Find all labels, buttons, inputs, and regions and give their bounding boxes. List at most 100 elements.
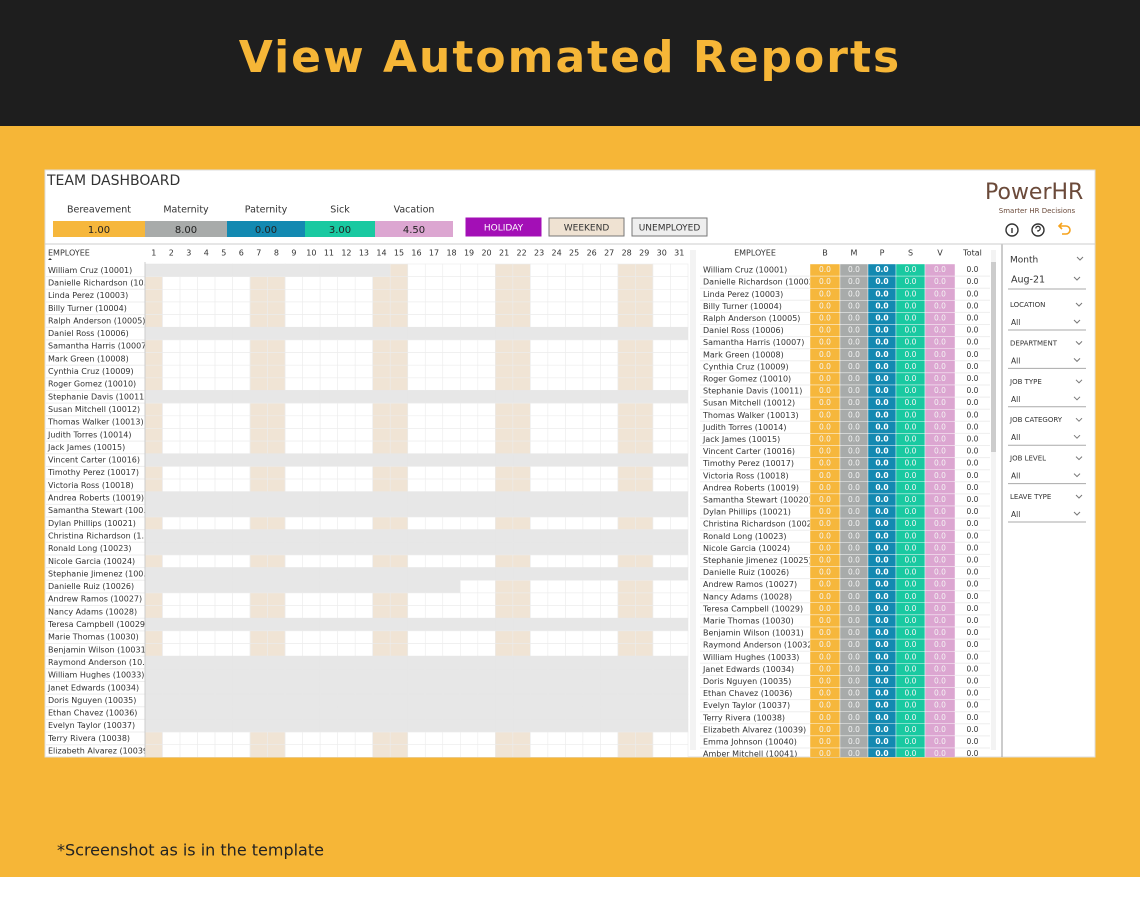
day-cell	[565, 731, 584, 745]
day-cell	[670, 314, 689, 328]
summary-value: 0.0	[934, 616, 946, 625]
chevron[interactable]	[1075, 417, 1083, 422]
day-cell	[512, 655, 531, 670]
day-cell	[144, 415, 163, 429]
day-cell	[477, 681, 496, 695]
day-cell	[302, 630, 321, 644]
day-cell	[617, 731, 636, 745]
day-cell	[495, 263, 514, 277]
day-cell	[652, 440, 671, 455]
day-header: 16	[411, 249, 421, 258]
day-cell	[249, 466, 268, 480]
day-cell	[424, 605, 444, 619]
day-cell	[407, 288, 426, 303]
day-cell	[214, 453, 233, 467]
filter-value[interactable]: All	[1011, 472, 1020, 481]
day-cell	[389, 630, 409, 644]
chevron[interactable]	[1073, 511, 1081, 516]
day-cell	[249, 263, 268, 277]
day-cell	[354, 288, 374, 303]
day-cell	[162, 276, 181, 290]
dashboard-title: TEAM DASHBOARD	[46, 173, 180, 189]
day-cell	[389, 478, 409, 492]
legend-label[interactable]: HOLIDAY	[484, 224, 524, 234]
scrollbar-right[interactable]	[991, 250, 996, 750]
day-cell	[635, 415, 654, 429]
day-cell	[424, 719, 444, 733]
filter-value[interactable]: All	[1011, 433, 1020, 442]
total-box	[145, 221, 227, 237]
day-cell	[442, 352, 461, 366]
legend-button[interactable]	[548, 217, 625, 237]
day-cell	[635, 643, 654, 657]
chevron[interactable]	[1075, 302, 1083, 307]
employee-name: Linda Perez (10003)	[48, 291, 128, 300]
chevron[interactable]	[1075, 456, 1083, 461]
chevron[interactable]	[1075, 341, 1083, 346]
day-cell	[162, 541, 181, 556]
day-cell	[302, 617, 321, 632]
day-cell	[459, 491, 479, 505]
legend-button[interactable]	[465, 217, 542, 237]
summary-value: 0.0	[875, 434, 888, 443]
summary-value: 0.0	[905, 447, 917, 456]
scrollbar-left[interactable]	[690, 250, 696, 750]
day-cell	[389, 276, 409, 290]
day-cell	[302, 529, 321, 543]
day-cell	[407, 415, 426, 429]
day-cell	[582, 326, 601, 341]
day-cell	[162, 288, 181, 303]
day-cell	[232, 643, 251, 657]
filter-value[interactable]: All	[1011, 318, 1020, 327]
day-cell	[179, 288, 198, 303]
employee-name: Thomas Walker (10013)	[47, 418, 144, 427]
summary-value: 0.0	[875, 301, 888, 310]
day-cell	[530, 529, 549, 543]
undo-icon[interactable]	[1057, 222, 1071, 235]
day-cell	[442, 554, 461, 568]
filter-value[interactable]: All	[1011, 356, 1020, 365]
info-icon[interactable]	[1005, 223, 1019, 237]
day-cell	[354, 491, 374, 505]
scroll-thumb[interactable]	[991, 262, 996, 452]
help-icon[interactable]	[1031, 223, 1045, 237]
day-cell	[617, 706, 636, 720]
day-cell	[337, 541, 356, 556]
day-cell	[214, 491, 233, 505]
day-cell	[319, 390, 338, 404]
summary-value: 0.0	[875, 701, 888, 710]
chevron[interactable]	[1073, 358, 1081, 363]
chevron[interactable]	[1073, 473, 1081, 478]
day-cell	[424, 617, 444, 632]
day-cell	[144, 402, 163, 417]
chevron[interactable]	[1075, 379, 1083, 384]
legend-button[interactable]	[631, 217, 708, 237]
day-cell	[267, 693, 286, 708]
day-cell	[354, 364, 374, 379]
filter-value[interactable]: All	[1011, 510, 1020, 519]
day-cell	[179, 466, 198, 480]
total-label: Paternity	[245, 205, 288, 216]
filter-value[interactable]: Aug-21	[1011, 275, 1045, 286]
day-cell	[600, 428, 619, 442]
page-title: View Automated Reports	[239, 32, 901, 83]
day-cell	[459, 643, 479, 657]
day-cell	[565, 719, 584, 733]
day-cell	[652, 567, 671, 581]
chevron[interactable]	[1073, 319, 1081, 324]
chevron[interactable]	[1073, 276, 1081, 281]
chevron[interactable]	[1073, 434, 1081, 439]
summary-value: 0.0	[819, 580, 831, 589]
day-cell	[600, 478, 619, 492]
chevron[interactable]	[1076, 256, 1084, 261]
day-cell	[652, 529, 671, 543]
day-cell	[284, 719, 303, 733]
legend-label[interactable]: WEEKEND	[564, 224, 610, 234]
day-cell	[670, 617, 689, 632]
day-cell	[197, 491, 216, 505]
legend-label[interactable]: UNEMPLOYED	[639, 224, 701, 234]
chevron[interactable]	[1075, 494, 1083, 499]
filter-value[interactable]: All	[1011, 395, 1020, 404]
day-cell	[530, 390, 549, 404]
chevron[interactable]	[1073, 396, 1081, 401]
